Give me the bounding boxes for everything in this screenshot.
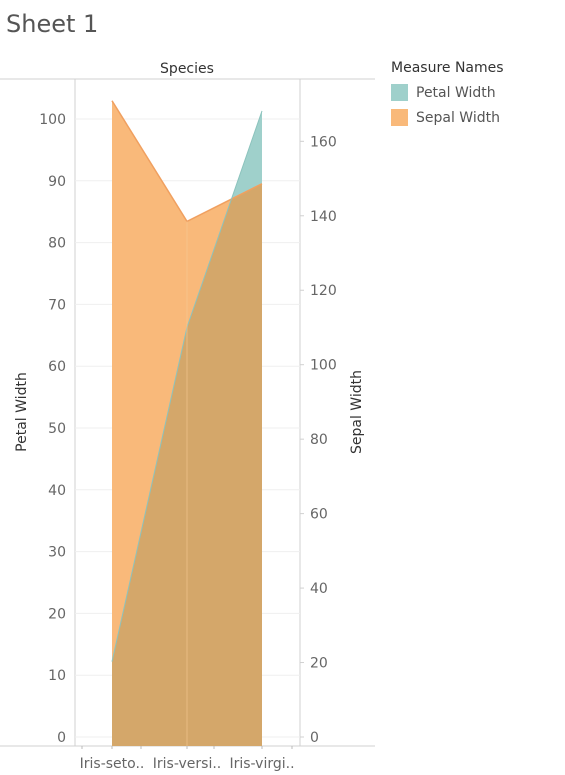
x-tick-label: Iris-versi.. <box>153 756 221 772</box>
legend-item-petal-width[interactable]: Petal Width <box>391 80 504 105</box>
y-tick-label-right: 40 <box>310 581 328 597</box>
y-tick-label-left: 80 <box>48 236 66 252</box>
y-tick-label-right: 80 <box>310 432 328 448</box>
y-tick-label-left: 60 <box>48 359 66 375</box>
legend-item-sepal-width[interactable]: Sepal Width <box>391 105 504 130</box>
y-tick-label-right: 160 <box>310 134 337 150</box>
y-tick-label-left: 20 <box>48 606 66 622</box>
y-tick-label-right: 140 <box>310 209 337 225</box>
y-tick-label-right: 120 <box>310 283 337 299</box>
legend-label-petal-width: Petal Width <box>416 84 496 101</box>
y-tick-label-right: 0 <box>310 730 319 746</box>
x-tick-label: Iris-seto.. <box>80 756 145 772</box>
legend-swatch-sepal-width <box>391 109 408 126</box>
legend: Measure Names Petal Width Sepal Width <box>391 60 504 130</box>
y-tick-label-right: 60 <box>310 507 328 523</box>
legend-title: Measure Names <box>391 60 504 76</box>
y-tick-label-left: 30 <box>48 545 66 561</box>
sheet-title: Sheet 1 <box>6 10 99 38</box>
y-tick-label-left: 0 <box>57 730 66 746</box>
y-tick-label-left: 70 <box>48 297 66 313</box>
column-header-species: Species <box>160 61 214 77</box>
y-tick-label-right: 20 <box>310 656 328 672</box>
legend-swatch-petal-width <box>391 84 408 101</box>
y-axis-title-right: Sepal Width <box>349 370 365 454</box>
y-axis-title-left: Petal Width <box>14 372 30 452</box>
y-tick-label-left: 100 <box>39 112 66 128</box>
y-tick-label-left: 50 <box>48 421 66 437</box>
y-tick-label-left: 10 <box>48 668 66 684</box>
y-tick-label-left: 90 <box>48 174 66 190</box>
x-tick-label: Iris-virgi.. <box>229 756 294 772</box>
legend-label-sepal-width: Sepal Width <box>416 109 500 126</box>
y-tick-label-left: 40 <box>48 483 66 499</box>
y-tick-label-right: 100 <box>310 358 337 374</box>
